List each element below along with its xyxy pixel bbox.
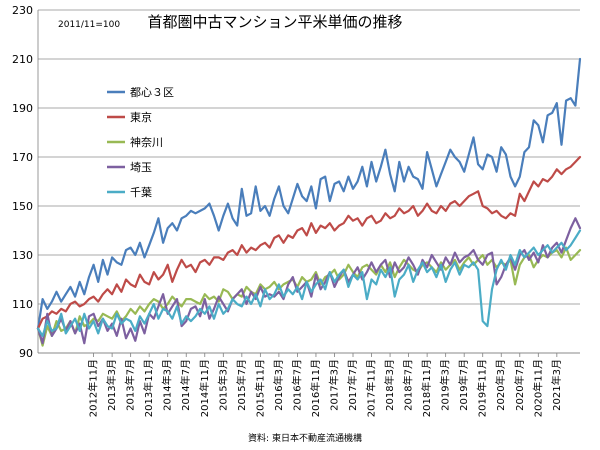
series-line-0 xyxy=(36,57,582,330)
x-tick-label: 2015年3月 xyxy=(216,359,229,411)
series-line-2 xyxy=(36,246,582,347)
x-tick-label: 2021年3月 xyxy=(550,359,563,411)
series-line-1 xyxy=(36,155,582,330)
y-tick-label: 170 xyxy=(12,151,33,164)
y-tick-label: 130 xyxy=(12,249,33,262)
series-lines xyxy=(36,57,582,347)
x-tick-label: 2017年11月 xyxy=(365,359,378,417)
axes xyxy=(37,10,580,357)
x-tick-label: 2015年7月 xyxy=(235,359,248,411)
y-tick-label: 190 xyxy=(12,102,33,115)
x-tick-label: 2019年7月 xyxy=(457,359,470,411)
legend-label: 千葉 xyxy=(130,185,152,199)
x-tick-label: 2014年7月 xyxy=(179,359,192,411)
x-tick-label: 2012年11月 xyxy=(87,359,100,417)
x-tick-label: 2016年3月 xyxy=(272,359,285,411)
x-tick-label: 2020年11月 xyxy=(531,359,544,417)
x-tick-label: 2020年7月 xyxy=(513,359,526,411)
y-tick-label: 150 xyxy=(12,200,33,213)
x-tick-label: 2016年11月 xyxy=(309,359,322,417)
y-tick-label: 90 xyxy=(19,347,33,360)
x-tick-label: 2020年3月 xyxy=(494,359,507,411)
y-tick-label: 230 xyxy=(12,4,33,17)
chart-source: 資料: 東日本不動産流通機構 xyxy=(248,432,362,444)
x-tick-label: 2017年7月 xyxy=(346,359,359,411)
x-tick-label: 2013年3月 xyxy=(105,359,118,411)
x-axis-ticks: 2012年11月 2013年3月 2013年7月 2013年11月 2014年3月 201… xyxy=(87,359,563,417)
series-line-4 xyxy=(36,229,582,337)
x-tick-label: 2019年3月 xyxy=(439,359,452,411)
chart-title: 首都圏中古マンション平米単価の推移 xyxy=(147,13,402,31)
x-tick-label: 2013年11月 xyxy=(142,359,155,417)
x-tick-label: 2014年3月 xyxy=(161,359,174,411)
x-tick-label: 2017年3月 xyxy=(327,359,340,411)
y-tick-label: 210 xyxy=(12,53,33,66)
x-tick-label: 2018年7月 xyxy=(402,359,415,411)
x-tick-label: 2018年11月 xyxy=(420,359,433,417)
x-tick-label: 2019年11月 xyxy=(476,359,489,417)
x-tick-label: 2018年3月 xyxy=(383,359,396,411)
legend-label: 都心３区 xyxy=(130,86,174,99)
y-axis-ticks: 90 110 130 150 170 190 210 230 xyxy=(12,4,33,360)
legend-label: 埼玉 xyxy=(130,160,152,174)
x-tick-label: 2016年7月 xyxy=(290,359,303,411)
x-tick-label: 2015年11月 xyxy=(253,359,266,417)
y-tick-label: 110 xyxy=(12,298,33,311)
grid xyxy=(38,9,580,354)
legend-label: 神奈川 xyxy=(130,135,163,149)
chart-subtitle: 2011/11=100 xyxy=(58,20,120,30)
legend-label: 東京 xyxy=(130,110,152,124)
x-tick-label: 2014年11月 xyxy=(198,359,211,417)
x-tick-label: 2013年7月 xyxy=(124,359,137,411)
